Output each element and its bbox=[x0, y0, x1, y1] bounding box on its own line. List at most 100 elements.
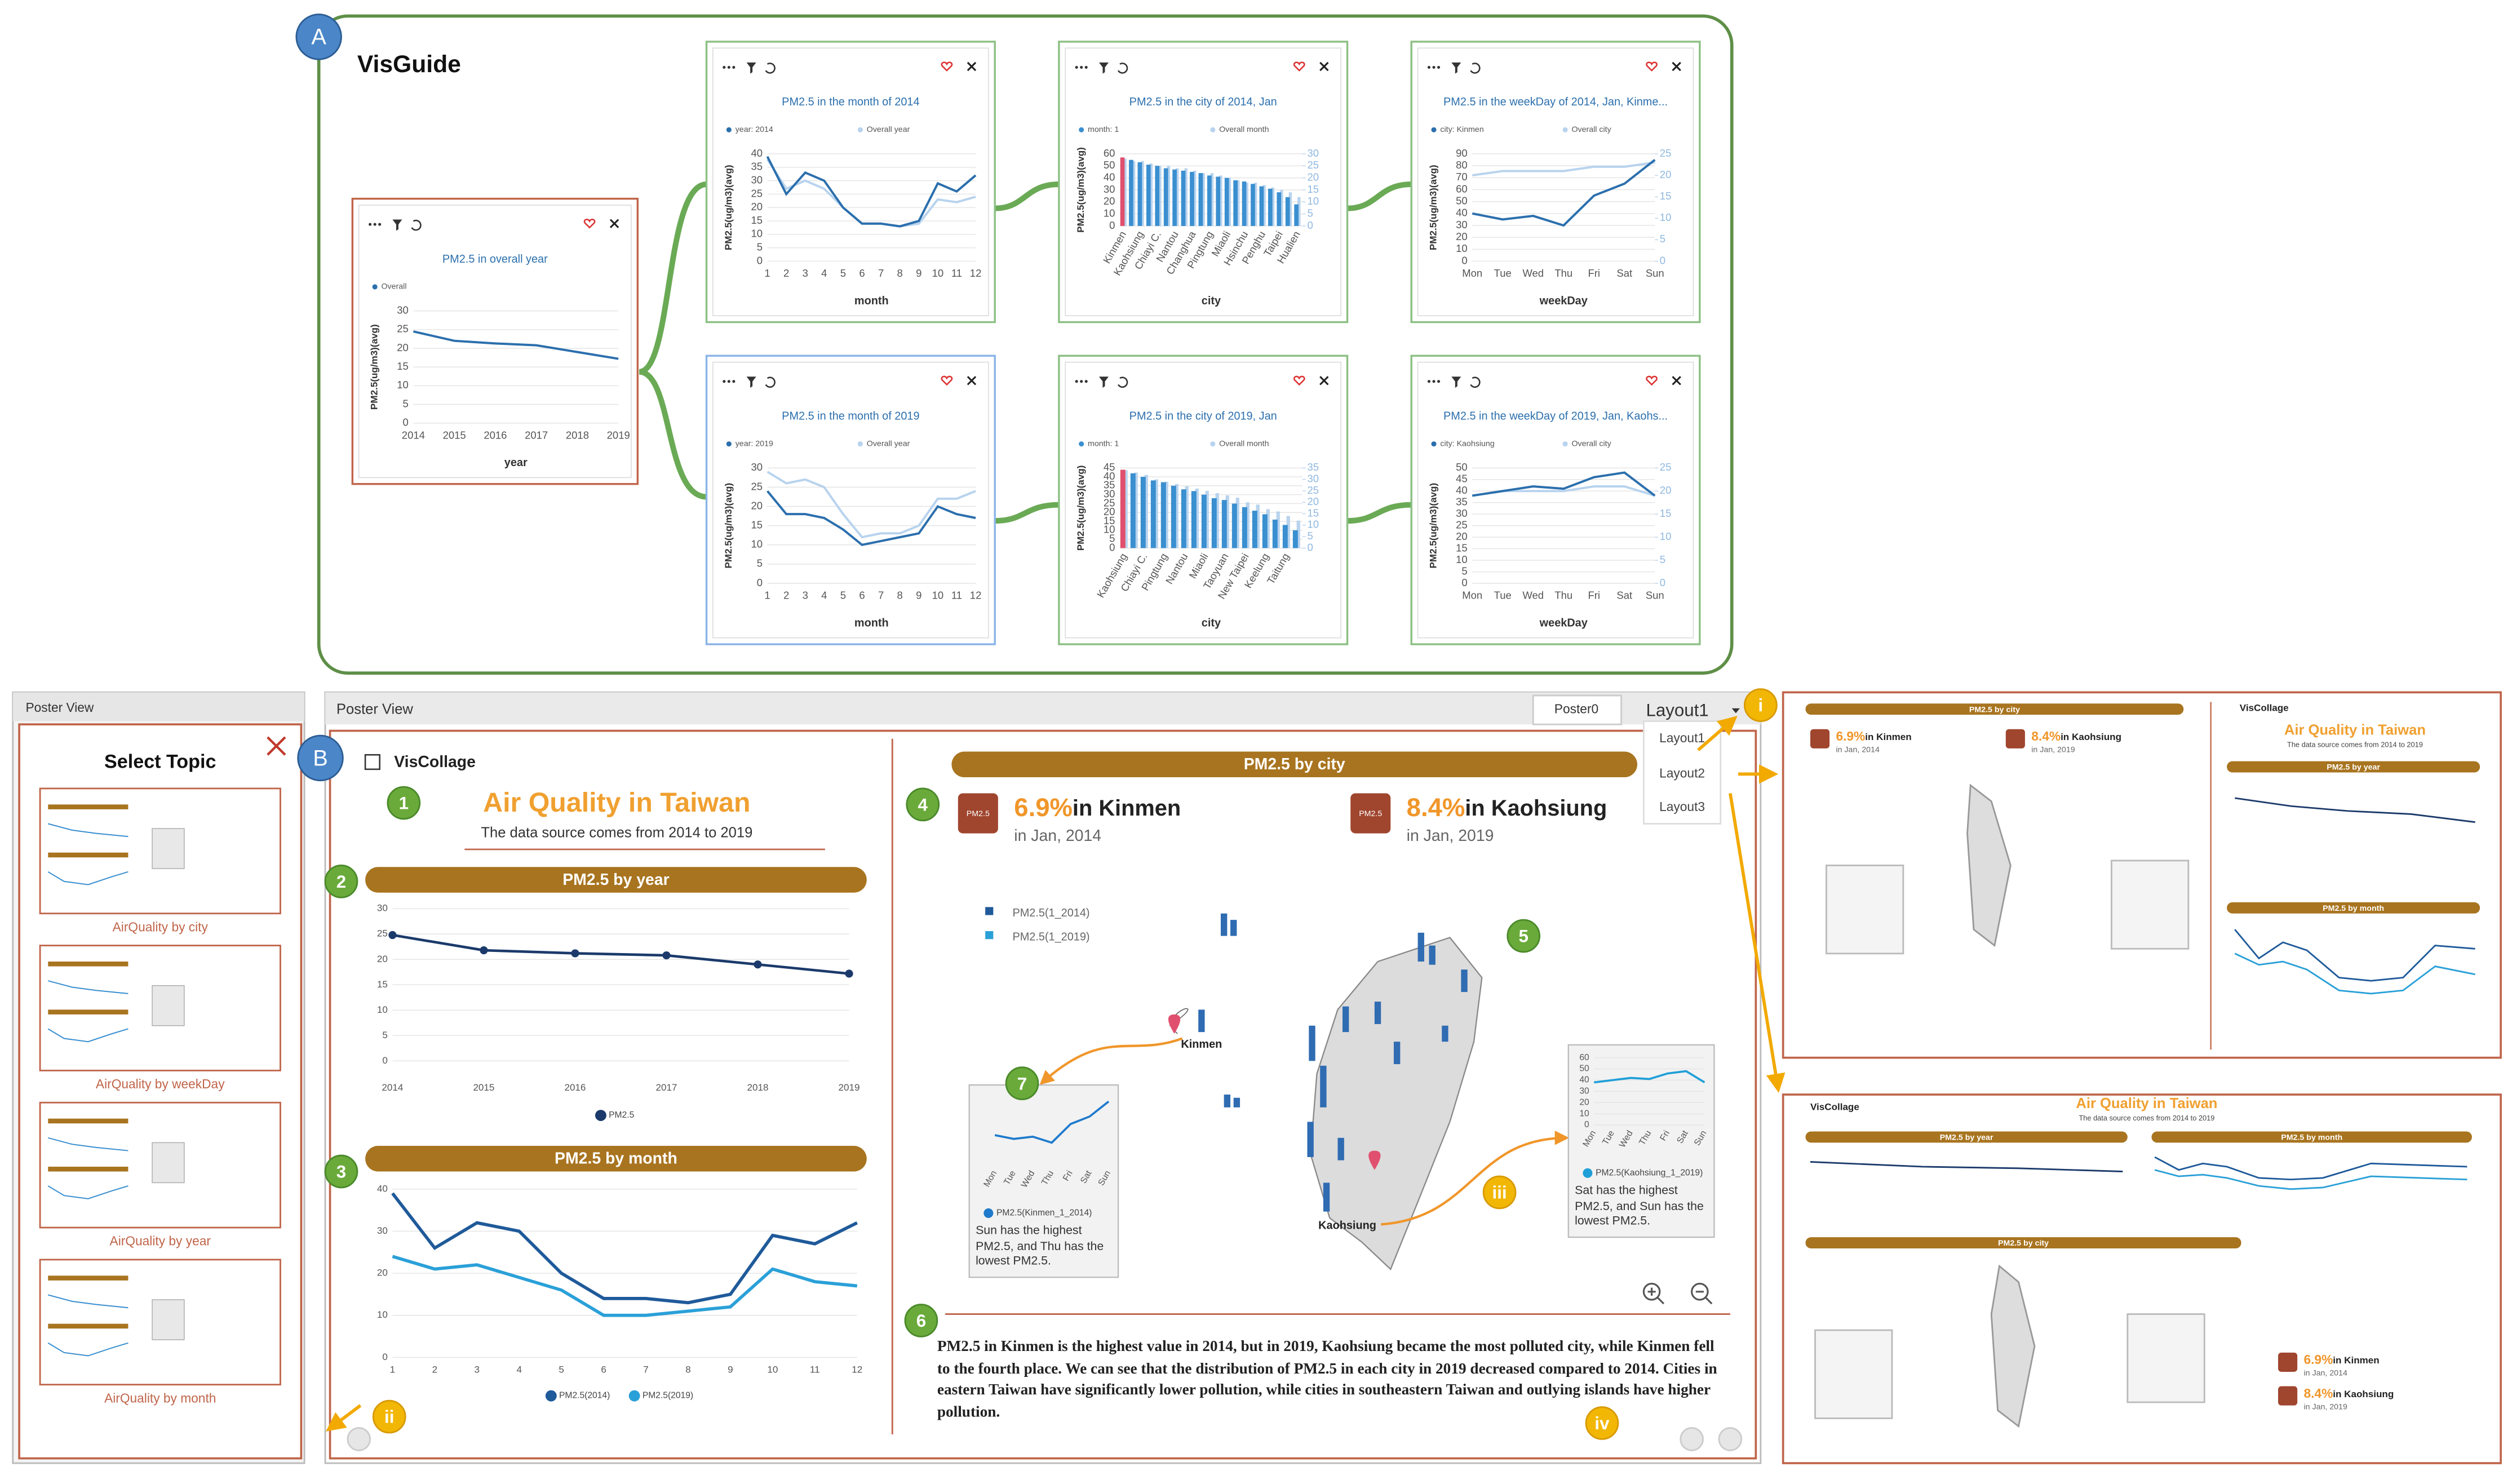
heart-icon bbox=[1293, 375, 1305, 386]
thumb-bar bbox=[48, 1323, 129, 1329]
poster-subtitle: The data source comes from 2014 to 2019 bbox=[481, 825, 752, 840]
callout-arrow bbox=[1381, 1131, 1570, 1226]
x-tick-label: Tue bbox=[1494, 590, 1512, 601]
badge-label: 5 bbox=[1518, 927, 1528, 946]
step-badge bbox=[906, 787, 940, 822]
narrative-box: PM2.5 in Kinmen is the highest value in … bbox=[937, 1338, 1717, 1420]
preview-app-name: VisCollage bbox=[2240, 702, 2289, 713]
y2-tick-label: 30 bbox=[1307, 472, 1319, 484]
legend-swatch bbox=[1583, 1168, 1593, 1178]
marker-badge bbox=[1585, 1406, 1619, 1440]
legend-swatch bbox=[1210, 441, 1216, 447]
x-tick-label: Thu bbox=[1554, 590, 1572, 601]
badge-label: iv bbox=[1594, 1414, 1610, 1433]
preview-app-name: VisCollage bbox=[1810, 1101, 1859, 1112]
point bbox=[571, 949, 579, 958]
y-tick-label: 50 bbox=[1579, 1064, 1589, 1074]
heart-icon bbox=[1646, 375, 1658, 386]
bar bbox=[1271, 187, 1275, 226]
legend-label: PM2.5(2019) bbox=[643, 1391, 693, 1401]
preview-header bbox=[2151, 1131, 2472, 1143]
badge bbox=[297, 734, 344, 782]
y-tick-label: 30 bbox=[1456, 219, 1468, 231]
bar bbox=[1205, 490, 1209, 548]
y-tick-label: 20 bbox=[1456, 231, 1468, 242]
step-badge bbox=[387, 786, 421, 820]
topic-label: AirQuality by year bbox=[110, 1234, 211, 1248]
y-tick-label: 40 bbox=[1579, 1075, 1589, 1085]
axis-title: PM2.5(ug/m3)(avg) bbox=[369, 324, 380, 410]
close-icon[interactable] bbox=[267, 736, 286, 756]
line bbox=[392, 933, 849, 975]
bar bbox=[1155, 166, 1160, 226]
legend-label: Overall city bbox=[1571, 439, 1611, 448]
tool-button[interactable] bbox=[1680, 1427, 1704, 1451]
bar bbox=[1134, 472, 1138, 548]
line bbox=[1472, 158, 1656, 227]
topic-label: AirQuality by city bbox=[113, 919, 209, 934]
y-tick-label: 0 bbox=[757, 254, 763, 266]
x-tick-label: 12 bbox=[970, 590, 982, 601]
legend-swatch bbox=[983, 1208, 994, 1218]
y2-tick-label: 25 bbox=[1307, 159, 1319, 171]
y-tick-label: 30 bbox=[751, 174, 763, 185]
x-tick-label: Fri bbox=[1658, 1129, 1672, 1142]
kpi-place: in Kinmen bbox=[1073, 795, 1181, 820]
menu-icon bbox=[727, 380, 730, 383]
filter-icon bbox=[746, 62, 756, 74]
x-tick-label: 2017 bbox=[525, 429, 548, 441]
x-tick-label: 2016 bbox=[564, 1082, 586, 1093]
bar bbox=[1224, 178, 1229, 226]
bar bbox=[1285, 197, 1290, 226]
y-tick-label: 20 bbox=[1104, 506, 1115, 517]
y-tick-label: 45 bbox=[1104, 461, 1115, 473]
thumb-line bbox=[47, 823, 129, 885]
y-tick-label: 0 bbox=[1461, 577, 1467, 588]
y-tick-label: 20 bbox=[1456, 530, 1468, 542]
section-title: PM2.5 by city bbox=[1244, 755, 1345, 773]
y-tick-label: 40 bbox=[1104, 171, 1115, 183]
icon-label: PM2.5 bbox=[967, 809, 990, 818]
y-tick-label: 40 bbox=[1104, 470, 1115, 482]
layout-dropdown[interactable] bbox=[1642, 720, 1722, 825]
y2-tick-label: 10 bbox=[1307, 519, 1319, 530]
zoom-icon[interactable] bbox=[1642, 1283, 1661, 1301]
point bbox=[662, 951, 671, 960]
bar bbox=[1292, 530, 1298, 548]
kpi-icon bbox=[2278, 1386, 2298, 1406]
zoom-icon[interactable] bbox=[1691, 1283, 1709, 1301]
bar bbox=[1252, 511, 1257, 548]
tool-button[interactable] bbox=[1718, 1427, 1743, 1451]
menu-icon bbox=[1080, 65, 1083, 69]
menu-icon bbox=[1432, 65, 1436, 69]
bar bbox=[1266, 509, 1270, 548]
legend-swatch bbox=[1079, 441, 1084, 447]
legend-label: year: 2014 bbox=[736, 125, 773, 134]
x-tick-label: Thu bbox=[1554, 267, 1572, 279]
bar bbox=[1181, 170, 1186, 226]
tool-button[interactable] bbox=[347, 1427, 371, 1451]
x-tick-label: 2019 bbox=[839, 1082, 860, 1093]
dropdown-option: Layout3 bbox=[1659, 799, 1705, 814]
legend-label: Overall year bbox=[867, 439, 910, 448]
legend-label: PM2.5(1_2014) bbox=[1012, 907, 1089, 919]
card-title: PM2.5 in the month of 2014 bbox=[782, 96, 919, 108]
preview-header bbox=[2227, 902, 2480, 914]
bar bbox=[1163, 168, 1168, 226]
preview-subtitle: The data source comes from 2014 to 2019 bbox=[2287, 741, 2423, 749]
panel-header: Poster View bbox=[336, 701, 414, 717]
line bbox=[767, 471, 976, 539]
preview-section-title: PM2.5 by city bbox=[1969, 705, 2020, 714]
bar bbox=[1245, 183, 1248, 226]
close-icon bbox=[1672, 376, 1681, 386]
tab[interactable] bbox=[1532, 694, 1623, 725]
bar bbox=[1253, 183, 1257, 226]
menu-icon bbox=[373, 223, 376, 226]
legend-swatch bbox=[1431, 441, 1437, 447]
bar bbox=[1190, 171, 1194, 226]
bar bbox=[1207, 175, 1212, 226]
badge-label: 2 bbox=[336, 872, 346, 892]
x-tick-label: 2014 bbox=[402, 429, 425, 441]
y-tick-label: 40 bbox=[377, 1183, 388, 1194]
preview-kpi: 8.4%in Kaohsiung bbox=[2303, 1386, 2394, 1401]
